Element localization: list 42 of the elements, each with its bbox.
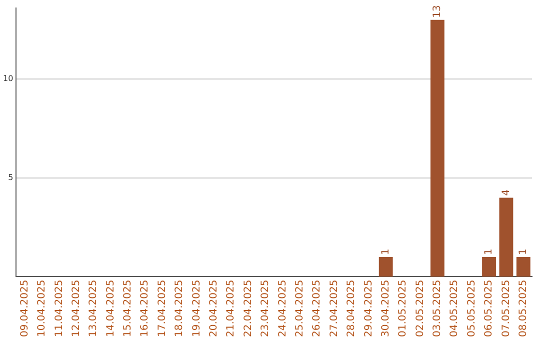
bar [499, 198, 514, 277]
x-tick-label: 26.04.2025 [312, 280, 323, 338]
x-tick-label: 28.04.2025 [346, 280, 358, 338]
x-tick-label: 27.04.2025 [328, 280, 340, 338]
data-label: 13 [432, 5, 444, 18]
data-label: 1 [380, 248, 392, 255]
x-tick-label: 22.04.2025 [242, 280, 254, 338]
x-tick-label: 17.04.2025 [156, 280, 168, 338]
x-tick-label: 09.04.2025 [19, 280, 30, 338]
x-tick-label: 11.04.2025 [54, 280, 65, 338]
bar [482, 256, 496, 277]
x-tick-label: 02.05.2025 [414, 280, 426, 338]
bar [430, 20, 444, 277]
x-tick-label: 10.04.2025 [36, 280, 48, 338]
x-tick-label: 08.05.2025 [518, 280, 529, 338]
x-tick-label: 01.05.2025 [398, 280, 409, 338]
x-tick-label: 18.04.2025 [174, 280, 186, 338]
y-tick-label: 5 [8, 173, 14, 182]
data-label: 1 [518, 248, 529, 255]
x-tick-label: 13.04.2025 [88, 280, 100, 338]
x-tick-label: 12.04.2025 [70, 280, 82, 338]
x-tick-label: 24.04.2025 [277, 280, 288, 338]
x-tick-label: 30.04.2025 [380, 280, 392, 338]
x-tick-label: 06.05.2025 [484, 280, 495, 338]
x-tick-label: 15.04.2025 [122, 280, 134, 338]
x-tick-label: 19.04.2025 [191, 280, 202, 338]
x-tick-label: 20.04.2025 [208, 280, 220, 338]
bar [516, 256, 530, 277]
x-tick-label: 23.04.2025 [260, 280, 272, 338]
bar [378, 256, 393, 277]
x-tick-label: 25.04.2025 [294, 280, 306, 338]
x-tick-label: 05.05.2025 [466, 280, 478, 338]
y-tick-label: 10 [2, 74, 14, 84]
x-tick-label: 14.04.2025 [105, 280, 116, 338]
data-label: 1 [484, 248, 495, 255]
x-tick-label: 07.05.2025 [500, 280, 512, 338]
x-tick-label: 16.04.2025 [140, 280, 151, 338]
x-tick-label: 21.04.2025 [226, 280, 237, 338]
x-tick-label: 03.05.2025 [432, 280, 444, 338]
x-tick-label: 29.04.2025 [363, 280, 374, 338]
x-tick-label: 04.05.2025 [449, 280, 460, 338]
data-label: 4 [500, 189, 512, 196]
